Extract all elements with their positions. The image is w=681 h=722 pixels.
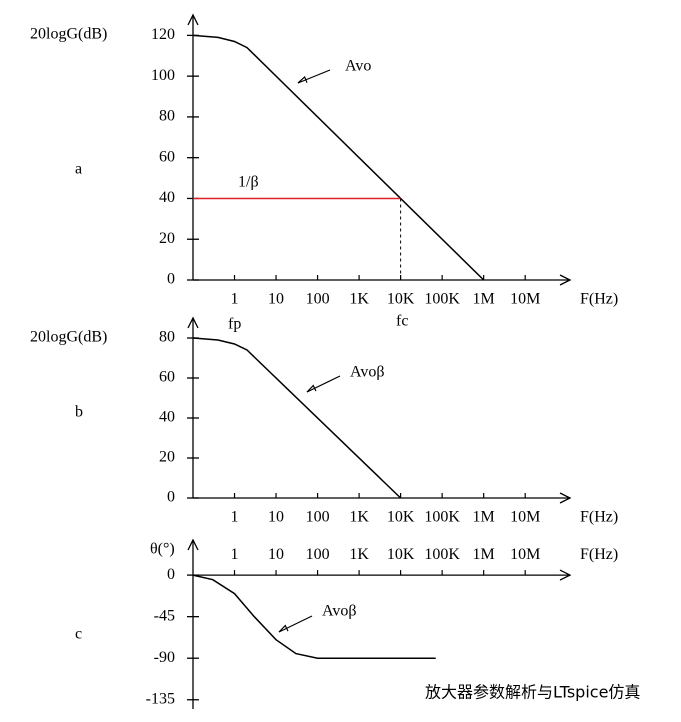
x-tick-label: 100 [306, 291, 330, 308]
x-tick-label: 1 [231, 509, 239, 526]
series-line [192, 337, 402, 499]
series-line [192, 34, 485, 281]
x-tick-label: 10 [268, 546, 284, 563]
y-tick-label: 60 [159, 148, 175, 165]
y-axis-arrow [187, 13, 199, 26]
y-tick-label: -90 [154, 649, 175, 666]
series-label: 1/β [238, 174, 259, 191]
x-tick-label: 10 [268, 509, 284, 526]
arrow-head [278, 624, 289, 633]
watermark: 放大器参数解析与LTspice仿真 [425, 683, 640, 702]
y-tick-label: -45 [154, 607, 175, 624]
x-axis-arrow [559, 569, 572, 581]
y-tick-label: 120 [151, 26, 175, 43]
y-tick-label: 60 [159, 369, 175, 386]
x-tick-label: 10M [510, 509, 540, 526]
x-tick-label: 100 [306, 509, 330, 526]
x-tick-label: 100K [424, 509, 460, 526]
arrow [306, 375, 341, 393]
x-tick-label: 1K [349, 291, 369, 308]
x-tick-label: 1M [473, 509, 495, 526]
series-label: Avoβ [350, 364, 385, 381]
y-axis-arrow [187, 538, 199, 551]
panel-label: c [75, 626, 82, 643]
panel-label: b [75, 404, 83, 421]
x-axis-label: F(Hz) [580, 509, 618, 526]
y-axis-arrow [187, 316, 199, 329]
y-tick-label: 80 [159, 108, 175, 125]
x-tick-label: 1 [231, 291, 239, 308]
y-axis-label: 20logG(dB) [30, 26, 107, 43]
arrow-head [297, 75, 308, 84]
series-label: Avo [345, 58, 371, 75]
x-tick-label: 10 [268, 291, 284, 308]
y-tick-label: 40 [159, 409, 175, 426]
annotation: fc [396, 313, 408, 330]
series-line [192, 574, 436, 659]
arrow-head [306, 384, 317, 393]
y-tick-label: 20 [159, 230, 175, 247]
x-tick-label: 1M [473, 291, 495, 308]
y-tick-label: 20 [159, 449, 175, 466]
x-tick-label: 10M [510, 546, 540, 563]
x-tick-label: 10K [387, 291, 415, 308]
x-tick-label: 10K [387, 546, 415, 563]
x-tick-label: 100K [424, 291, 460, 308]
x-axis-label: F(Hz) [580, 291, 618, 308]
x-axis-arrow [559, 492, 572, 504]
x-tick-label: 10M [510, 291, 540, 308]
arrow [297, 69, 331, 84]
y-tick-label: 0 [167, 489, 175, 506]
y-tick-label: -135 [146, 690, 175, 707]
y-tick-label: 0 [167, 271, 175, 288]
y-tick-label: 80 [159, 329, 175, 346]
x-tick-label: 1K [349, 546, 369, 563]
y-tick-label: 40 [159, 189, 175, 206]
series-label: Avoβ [322, 603, 357, 620]
x-tick-label: 1K [349, 509, 369, 526]
x-axis-label: F(Hz) [580, 546, 618, 563]
x-tick-label: 1 [231, 546, 239, 563]
x-tick-label: 100K [424, 546, 460, 563]
y-tick-label: 0 [167, 566, 175, 583]
x-tick-label: 100 [306, 546, 330, 563]
y-axis-label: 20logG(dB) [30, 329, 107, 346]
panel-label: a [75, 161, 82, 178]
x-tick-label: 10K [387, 509, 415, 526]
arrow [278, 615, 313, 633]
y-axis-label: θ(°) [150, 541, 175, 558]
y-tick-label: 100 [151, 67, 175, 84]
x-tick-label: 1M [473, 546, 495, 563]
x-axis-arrow [559, 274, 572, 286]
annotation: fp [228, 316, 241, 333]
